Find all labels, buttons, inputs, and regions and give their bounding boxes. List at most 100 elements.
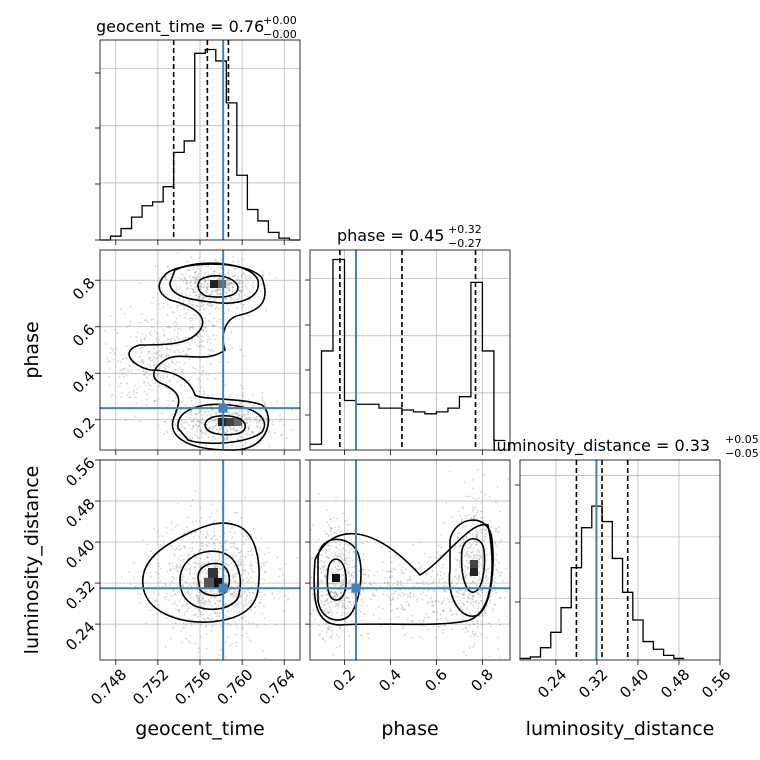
scatter-point <box>321 601 323 604</box>
scatter-point <box>406 618 409 621</box>
contour-line <box>142 522 260 623</box>
scatter-point <box>456 577 459 580</box>
scatter-point <box>481 549 484 552</box>
scatter-point <box>157 398 159 401</box>
scatter-point <box>179 567 181 569</box>
scatter-point <box>178 297 181 300</box>
scatter-point <box>418 541 421 544</box>
scatter-point <box>198 420 201 422</box>
scatter-point <box>166 314 169 317</box>
scatter-point <box>458 565 461 568</box>
scatter-point <box>192 366 195 369</box>
scatter-point <box>459 607 462 609</box>
scatter-point <box>402 627 404 630</box>
scatter-point <box>328 569 331 571</box>
scatter-point <box>211 419 214 421</box>
scatter-point <box>241 616 244 619</box>
scatter-point <box>155 363 158 366</box>
scatter-point <box>341 612 344 614</box>
scatter-point <box>169 344 172 347</box>
scatter-point <box>205 544 208 546</box>
scatter-point <box>325 552 327 554</box>
scatter-point <box>164 275 167 278</box>
scatter-point <box>188 583 191 586</box>
scatter-point <box>442 610 445 612</box>
scatter-point <box>225 437 228 440</box>
scatter-point <box>226 430 229 433</box>
scatter-point <box>162 535 165 538</box>
scatter-point <box>168 326 171 328</box>
scatter-point <box>353 542 355 544</box>
scatter-point <box>489 553 492 556</box>
scatter-point <box>204 433 207 436</box>
scatter-point <box>497 647 500 650</box>
scatter-point <box>176 591 179 594</box>
scatter-point <box>236 438 239 441</box>
scatter-point <box>240 289 243 292</box>
scatter-point <box>345 569 348 571</box>
scatter-point <box>147 382 150 384</box>
scatter-point <box>228 616 231 618</box>
scatter-point <box>199 344 202 347</box>
scatter-point <box>201 613 204 616</box>
scatter-point <box>170 348 173 350</box>
scatter-point <box>362 573 365 576</box>
scatter-point <box>247 537 250 540</box>
scatter-point <box>206 556 209 558</box>
scatter-point <box>236 611 239 614</box>
scatter-point <box>262 271 265 273</box>
scatter-point <box>483 585 485 588</box>
scatter-point <box>167 304 169 307</box>
scatter-point <box>198 595 201 597</box>
scatter-point <box>460 542 463 545</box>
scatter-point <box>219 625 222 628</box>
scatter-point <box>124 419 127 422</box>
panel-phase-vs-geocent-time <box>99 249 301 451</box>
scatter-point <box>327 627 330 630</box>
scatter-point <box>184 421 187 424</box>
scatter-point <box>202 601 205 604</box>
scatter-point <box>444 590 447 593</box>
scatter-point <box>421 580 424 583</box>
scatter-point <box>242 280 245 283</box>
scatter-point <box>481 589 483 592</box>
scatter-point <box>335 497 337 499</box>
scatter-point <box>507 477 510 480</box>
scatter-point <box>182 558 185 561</box>
scatter-point <box>116 332 118 335</box>
scatter-point <box>472 645 475 648</box>
scatter-point <box>219 293 222 296</box>
scatter-point <box>339 627 342 630</box>
scatter-point <box>226 564 229 567</box>
scatter-point <box>409 592 412 595</box>
scatter-point <box>453 547 456 550</box>
scatter-point <box>205 286 208 288</box>
scatter-point <box>228 289 231 292</box>
scatter-point <box>229 594 232 597</box>
scatter-point <box>225 641 227 643</box>
scatter-point <box>186 604 188 607</box>
scatter-point <box>349 601 352 603</box>
scatter-point <box>251 591 254 594</box>
y-tick-label: 0.48 <box>62 495 98 531</box>
scatter-point <box>452 613 455 616</box>
scatter-point <box>217 571 220 574</box>
scatter-point <box>432 625 435 628</box>
scatter-point <box>340 582 342 585</box>
scatter-point <box>207 436 210 439</box>
scatter-point <box>128 370 131 373</box>
scatter-point <box>194 412 197 415</box>
scatter-point <box>123 353 126 356</box>
scatter-point <box>166 348 168 350</box>
scatter-point <box>220 416 223 419</box>
scatter-point <box>492 610 495 613</box>
scatter-point <box>312 557 315 560</box>
scatter-point <box>251 570 254 573</box>
scatter-point <box>333 551 336 554</box>
scatter-point <box>331 630 333 632</box>
scatter-point <box>325 608 327 611</box>
scatter-point <box>454 596 457 598</box>
scatter-point <box>207 617 210 619</box>
scatter-point <box>456 532 458 535</box>
scatter-point <box>194 423 197 425</box>
